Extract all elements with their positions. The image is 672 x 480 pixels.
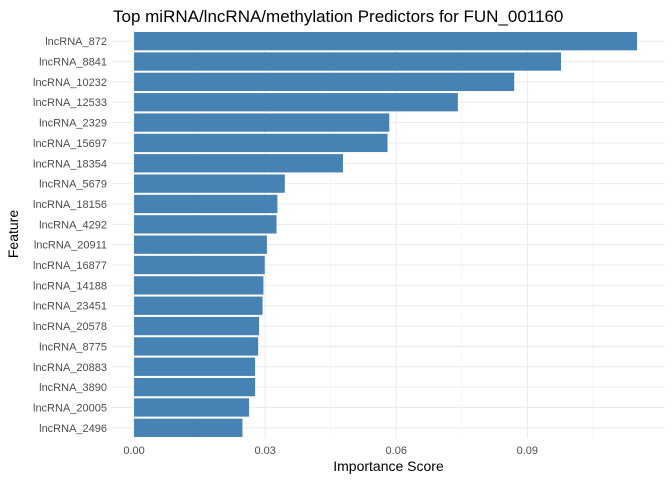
bar [134,154,343,173]
bar [134,276,264,295]
y-tick-label: lncRNA_5679 [39,179,107,191]
bar [134,235,267,254]
y-tick-label: lncRNA_20883 [33,362,107,374]
x-tick-label: 0.00 [123,445,144,457]
y-tick-label: lncRNA_14188 [33,280,107,292]
bar [134,255,265,275]
bar [134,93,458,112]
y-tick-label: lncRNA_2329 [39,118,107,130]
x-tick-labels: 0.00 0.03 0.06 0.09 [123,445,538,457]
bar [134,215,277,234]
y-tick-label: lncRNA_8775 [39,341,107,353]
bar [134,72,515,92]
x-tick-label: 0.06 [386,445,407,457]
bar [134,133,388,153]
bar [134,357,256,376]
bar [134,52,561,71]
bar [134,418,243,437]
y-tick-label: lncRNA_10232 [33,77,107,89]
y-tick-label: lncRNA_3890 [39,382,107,394]
bar [134,398,249,417]
bar [134,194,278,214]
bar [134,377,256,397]
y-tick-labels: lncRNA_872 lncRNA_8841 lncRNA_10232 lncRNA_… [33,36,107,435]
bars [134,32,638,437]
y-tick-label: lncRNA_20911 [34,240,107,252]
y-tick-label: lncRNA_23451 [33,301,107,313]
x-axis-title: Importance Score [333,458,444,474]
x-tick-label: 0.03 [254,445,275,457]
y-tick-label: lncRNA_2496 [39,423,107,435]
y-tick-label: lncRNA_18156 [33,199,107,211]
x-tick-label: 0.09 [517,445,538,457]
bar [134,113,390,132]
y-axis-title: Feature [5,210,21,258]
bar [134,316,260,336]
y-tick-label: lncRNA_20578 [33,321,107,333]
bar [134,337,259,356]
y-tick-label: lncRNA_20005 [33,402,107,414]
y-tick-label: lncRNA_8841 [39,57,107,69]
y-tick-label: lncRNA_872 [45,36,107,48]
y-tick-label: lncRNA_4292 [39,219,107,231]
y-tick-label: lncRNA_18354 [33,158,107,170]
bar [134,32,638,51]
bar [134,174,285,193]
y-tick-label: lncRNA_12533 [33,97,107,109]
y-tick-label: lncRNA_15697 [33,138,107,150]
chart-title: Top miRNA/lncRNA/methylation Predictors … [113,7,563,26]
y-tick-label: lncRNA_16877 [33,260,107,272]
bar [134,296,263,315]
